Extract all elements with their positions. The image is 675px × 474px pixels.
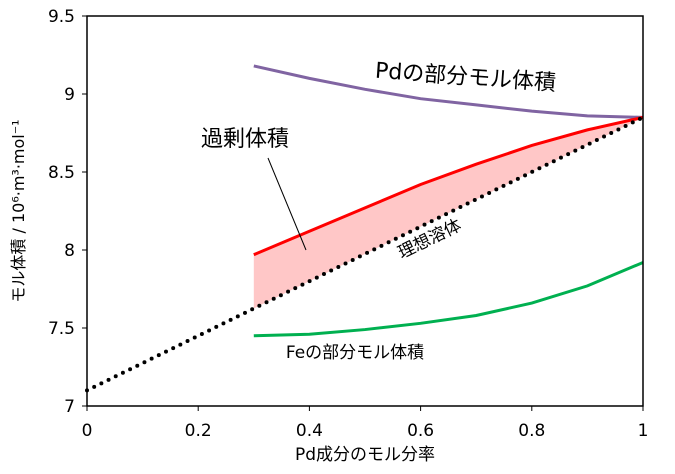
y-tick-label: 8 xyxy=(64,241,75,261)
y-tick-label: 9 xyxy=(64,85,75,105)
label-fe: Feの部分モル体積 xyxy=(286,343,424,363)
label-pd: Pdの部分モル体積 xyxy=(374,59,557,97)
y-axis-label: モル体積 / 10⁶·m³·mol⁻¹ xyxy=(9,119,28,302)
series-line xyxy=(85,115,645,393)
x-tick-label: 1 xyxy=(638,421,649,441)
series-line xyxy=(253,261,644,338)
series-line xyxy=(253,64,644,119)
x-axis-label: Pd成分のモル分率 xyxy=(295,445,435,465)
x-tick-label: 0.2 xyxy=(185,421,212,441)
label-excess: 過剰体積 xyxy=(201,127,289,152)
y-tick-label: 7 xyxy=(64,397,75,417)
y-tick-label: 8.5 xyxy=(48,163,75,183)
series-line xyxy=(253,115,644,257)
plot-frame xyxy=(86,15,644,407)
x-tick-label: 0.8 xyxy=(518,421,545,441)
y-tick-label: 9.5 xyxy=(48,7,75,27)
x-tick-label: 0.4 xyxy=(296,421,323,441)
excess-area xyxy=(253,117,644,309)
x-tick-label: 0 xyxy=(82,421,93,441)
leader-line xyxy=(267,157,307,251)
x-tick-label: 0.6 xyxy=(407,421,434,441)
y-tick-label: 7.5 xyxy=(48,319,75,339)
